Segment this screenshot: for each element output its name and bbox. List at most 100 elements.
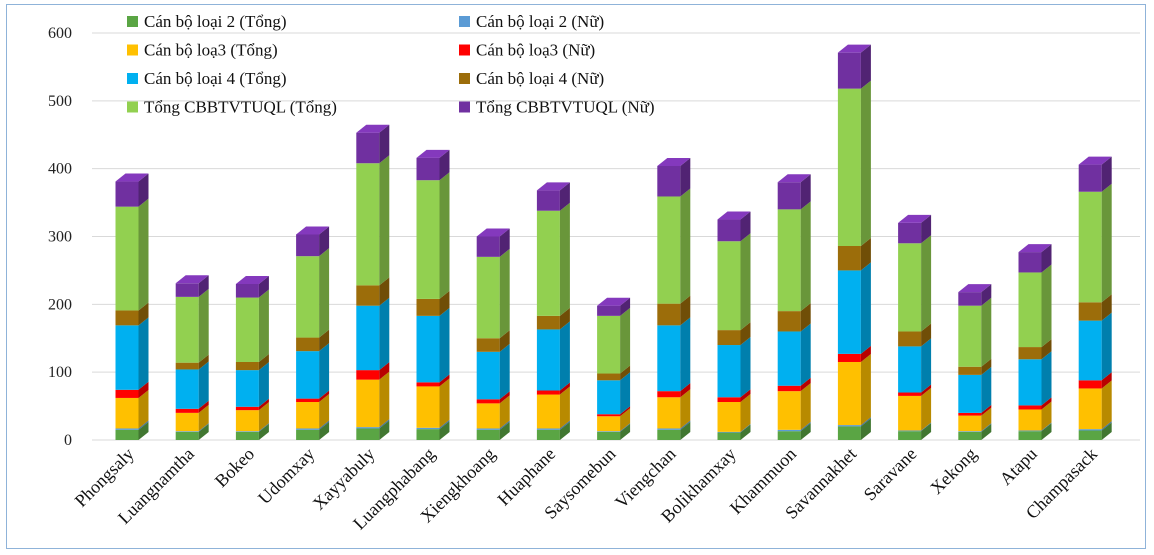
bar-stack (1078, 156, 1112, 440)
bar-segment-side (559, 321, 570, 391)
bar-segment (1078, 380, 1102, 389)
bar-segment (536, 210, 560, 316)
bar-segment-side (981, 407, 992, 432)
bar-segment (657, 428, 681, 430)
bar-segment-side (921, 387, 932, 431)
bar-segment (416, 180, 440, 299)
bar-top-face (898, 214, 932, 223)
bar-segment-side (800, 201, 811, 312)
bar-segment-side (198, 361, 209, 409)
legend-label: Cán bộ loại 4 (Nữ) (476, 69, 604, 88)
bar-segment (476, 256, 500, 339)
bar-segment (296, 428, 320, 430)
bar-segment (356, 305, 380, 371)
bar-segment (235, 297, 259, 362)
bar-segment (597, 380, 621, 415)
bar-segment-side (1101, 312, 1112, 381)
legend-swatch (459, 44, 470, 56)
bar-segment (416, 382, 440, 387)
bar-segment (115, 310, 139, 326)
bar-stack (115, 173, 149, 440)
bar-segment (898, 431, 922, 440)
bar-segment (777, 209, 801, 312)
bar-segment (296, 256, 320, 338)
bar-segment-side (379, 277, 390, 306)
y-tick-label: 500 (48, 93, 72, 110)
bar-segment (717, 241, 741, 331)
bar-segment (416, 157, 440, 181)
bar-segment-side (198, 288, 209, 363)
bar-segment-side (499, 421, 510, 440)
y-tick-label: 200 (48, 296, 72, 313)
bar-segment-side (198, 404, 209, 432)
bar-segment (1078, 320, 1102, 381)
bar-segment (115, 397, 139, 429)
bar-segment (1078, 302, 1102, 321)
bar-top-face (416, 149, 450, 158)
bar-segment (958, 366, 982, 375)
bar-segment-side (800, 383, 811, 430)
bar-segment-side (319, 394, 330, 429)
bar-segment-side (138, 389, 149, 429)
bar-segment (536, 390, 560, 395)
bar-segment (898, 430, 922, 432)
bar-top-face (777, 174, 811, 183)
bar-segment-side (620, 423, 631, 432)
bar-segment (597, 431, 621, 432)
bar-segment (356, 163, 380, 286)
bar-segment (416, 298, 440, 316)
bar-segment (296, 351, 320, 399)
bar-top-face (717, 211, 751, 220)
bar-segment (898, 395, 922, 431)
x-tick-label: Xekong (926, 444, 980, 498)
legend: Cán bộ loại 2 (Tổng) Cán bộ loại 2 (Nữ) Cá… (127, 12, 655, 117)
bar-stack (235, 275, 269, 440)
bar-segment (175, 283, 199, 297)
bar-segment (958, 374, 982, 413)
bar-segment-side (319, 420, 330, 430)
bar-top-face (958, 284, 992, 293)
bar-segment-side (1101, 380, 1112, 430)
bar-stack (777, 174, 811, 440)
bar-top-face (296, 226, 330, 235)
bar-segment (115, 206, 139, 311)
bar-segment-side (860, 44, 871, 89)
bar-stack (536, 182, 570, 440)
bar-segment-side (198, 423, 209, 440)
bar-segment (536, 394, 560, 429)
bar-segment (235, 431, 259, 440)
bar-segment-side (258, 275, 269, 298)
bar-segment-side (379, 420, 390, 440)
bar-segment (175, 362, 199, 370)
bar-top-face (356, 124, 390, 133)
bar-stack (898, 214, 932, 440)
bar-segment-side (740, 233, 751, 331)
bar-segment-side (319, 343, 330, 399)
bar-segment (235, 370, 259, 407)
bar-segment-side (198, 423, 209, 432)
bar-segment (296, 337, 320, 352)
legend-label: Tổng CBBTVTUQL (Nữ) (476, 98, 655, 117)
bar-segment (657, 196, 681, 304)
bar-segment (958, 292, 982, 306)
bar-segment-side (319, 248, 330, 338)
bar-segment (175, 412, 199, 432)
bar-segment-side (981, 423, 992, 440)
bar-segment-side (680, 383, 691, 398)
bar-segment-side (921, 422, 932, 432)
bar-stack (416, 149, 450, 440)
bar-segment-side (620, 365, 631, 381)
bar-segment (1078, 164, 1102, 192)
bar-segment (898, 346, 922, 393)
bar-segment (536, 315, 560, 330)
bar-segment-side (1041, 351, 1052, 406)
bar-segment (958, 305, 982, 367)
legend-swatch (127, 44, 138, 56)
y-tick-label: 300 (48, 229, 72, 246)
bar-segment-side (1101, 294, 1112, 321)
bar-segment (717, 431, 741, 433)
bar-segment-side (499, 391, 510, 404)
bar-segment (115, 325, 139, 390)
bar-segment-side (138, 198, 149, 311)
